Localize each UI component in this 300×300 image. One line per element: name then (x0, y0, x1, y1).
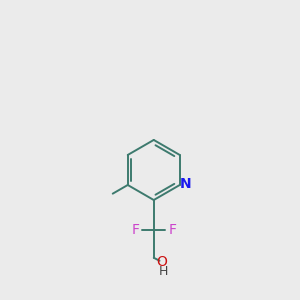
Text: F: F (168, 223, 176, 237)
Text: H: H (158, 265, 168, 278)
Text: F: F (131, 223, 139, 237)
Text: O: O (156, 255, 167, 269)
Text: N: N (180, 177, 191, 191)
